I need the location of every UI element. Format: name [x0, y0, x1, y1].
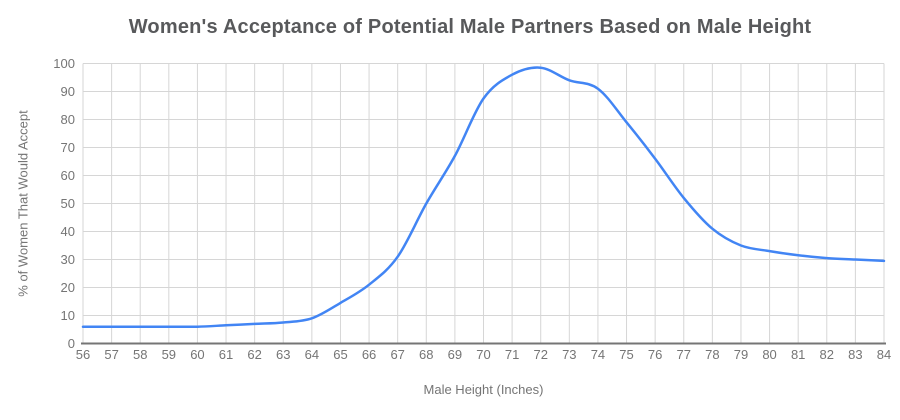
x-tick-label: 83 [848, 347, 862, 362]
y-tick-label: 90 [61, 84, 75, 99]
x-tick-label: 67 [390, 347, 404, 362]
y-tick-label: 100 [53, 56, 75, 71]
chart-title: Women's Acceptance of Potential Male Par… [128, 16, 812, 38]
x-tick-label: 65 [333, 347, 347, 362]
x-tick-label: 79 [734, 347, 748, 362]
x-tick-label: 59 [162, 347, 176, 362]
series-line-acceptance [81, 66, 886, 329]
x-tick-label: 75 [619, 347, 633, 362]
x-tick-label: 74 [591, 347, 605, 362]
x-axis-title: Male Height (Inches) [423, 382, 544, 397]
y-tick-label: 50 [61, 196, 75, 211]
x-tick-label: 64 [305, 347, 319, 362]
x-tick-label: 69 [448, 347, 462, 362]
x-tick-label: 58 [133, 347, 147, 362]
x-tick-label: 80 [762, 347, 776, 362]
y-tick-label: 40 [61, 224, 75, 239]
y-tick-label: 0 [68, 336, 75, 351]
x-tick-label: 66 [362, 347, 376, 362]
x-tick-label: 60 [190, 347, 204, 362]
x-tick-label: 57 [104, 347, 118, 362]
x-tick-label: 72 [533, 347, 547, 362]
x-tick-label: 76 [648, 347, 662, 362]
y-tick-label: 70 [61, 140, 75, 155]
y-tick-label: 10 [61, 308, 75, 323]
x-tick-label: 84 [877, 347, 891, 362]
x-tick-label: 62 [247, 347, 261, 362]
x-tick-label: 68 [419, 347, 433, 362]
x-tick-label: 71 [505, 347, 519, 362]
y-tick-label: 30 [61, 252, 75, 267]
x-tick-label: 56 [76, 347, 90, 362]
x-tick-label: 61 [219, 347, 233, 362]
x-tick-label: 81 [791, 347, 805, 362]
x-tick-label: 70 [476, 347, 490, 362]
x-tick-label: 73 [562, 347, 576, 362]
x-tick-label: 82 [820, 347, 834, 362]
x-tick-label: 77 [677, 347, 691, 362]
y-tick-label: 60 [61, 168, 75, 183]
x-tick-label: 78 [705, 347, 719, 362]
x-tick-label: 63 [276, 347, 290, 362]
y-tick-label: 20 [61, 280, 75, 295]
y-tick-label: 80 [61, 112, 75, 127]
